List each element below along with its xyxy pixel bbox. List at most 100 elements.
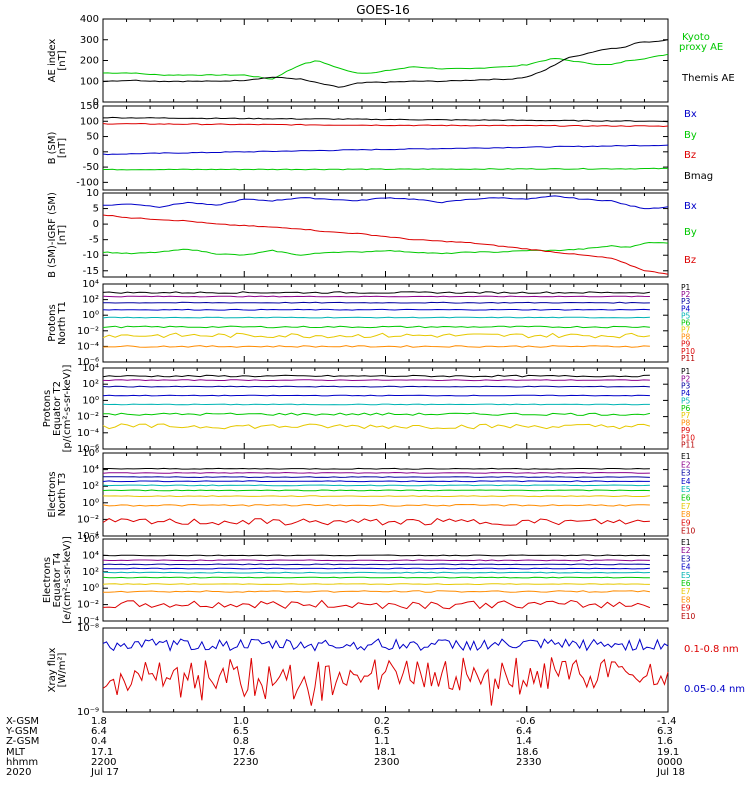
- y-axis-label: [nT]: [57, 50, 68, 70]
- x-axis-value: -0.6: [516, 716, 536, 727]
- y-tick-label: 10⁶: [82, 534, 99, 545]
- panel-frame: [102, 18, 669, 103]
- x-axis-value: 0.8: [233, 736, 249, 747]
- x-axis-row-label: X-GSM: [6, 716, 39, 727]
- panel-frame: [102, 192, 669, 278]
- y-tick-label: 10⁻²: [77, 600, 99, 611]
- x-axis-value: 6.4: [91, 726, 107, 737]
- series-line-e2: [102, 559, 650, 562]
- panel-frame: [102, 538, 669, 622]
- legend-channel-e6: E6: [681, 579, 691, 588]
- x-axis-row-label: Y-GSM: [5, 726, 38, 737]
- series-line-p1: [102, 291, 650, 294]
- x-axis-value: 1.0: [233, 716, 249, 727]
- x-axis-value: 19.1: [657, 747, 679, 758]
- panel-protons-t2: 10⁴ 10² 10⁰ 10⁻² 10⁻⁴ 10⁻⁶ Protons Equator T2 [p…: [42, 363, 695, 455]
- y-tick-label: 10⁴: [82, 550, 99, 561]
- y-axis-label: Electrons: [42, 557, 53, 603]
- y-tick-label: 50: [86, 132, 99, 143]
- y-tick-label: 100: [80, 76, 99, 87]
- legend-channel-p4: P4: [681, 389, 691, 398]
- y-axis-label: North T1: [57, 301, 68, 345]
- series-line-p6: [102, 325, 650, 329]
- legend-channel-p10: P10: [681, 433, 695, 442]
- series-line-p2: [102, 295, 650, 298]
- x-axis-value: Jul 18: [656, 767, 685, 778]
- legend-channel-e10: E10: [681, 612, 696, 621]
- y-axis-label: [nT]: [57, 225, 68, 245]
- series-line-e6: [102, 489, 650, 492]
- legend-channel-p3: P3: [681, 382, 691, 391]
- series-line-e8: [103, 590, 650, 593]
- y-tick-label: 0: [93, 147, 99, 158]
- y-axis-label: [p/(cm²-s-sr-keV)]: [62, 365, 73, 453]
- y-tick-label: 100: [80, 116, 99, 127]
- legend-channel-e7: E7: [681, 587, 691, 596]
- series-line-0-05-0-4-nm: [102, 638, 669, 652]
- series-line-e4: [102, 480, 650, 483]
- series-line-kyoto: [102, 53, 669, 80]
- series-line-p7: [102, 332, 650, 339]
- series-line-p4: [102, 394, 650, 397]
- x-axis-value: 6.5: [374, 726, 390, 737]
- legend-by: By: [684, 227, 697, 238]
- series-line-e3: [102, 563, 650, 566]
- x-axis-value: 2230: [233, 757, 258, 768]
- legend-bz: Bz: [684, 255, 696, 266]
- x-axis-value: 0.2: [374, 716, 390, 727]
- x-axis-value: 6.4: [516, 726, 532, 737]
- legend-channel-p6: P6: [681, 318, 691, 327]
- y-tick-label: -10: [83, 250, 99, 261]
- legend-channel-e3: E3: [681, 554, 691, 563]
- legend-channel-p5: P5: [681, 311, 691, 320]
- legend-channel-p8: P8: [681, 333, 691, 342]
- y-axis-label: Protons: [42, 390, 53, 427]
- y-tick-label: 10⁶: [82, 448, 99, 459]
- legend-by: By: [684, 130, 697, 141]
- y-tick-label: 10⁴: [82, 279, 99, 290]
- x-axis-row-label: 2020: [6, 767, 31, 778]
- legend-channel-p4: P4: [681, 304, 691, 313]
- panel-bsm: -100 -50 0 50 100 150 B (SM) [nT] Bx By Bz Bmag: [47, 101, 713, 191]
- series-line-bz: [102, 214, 669, 275]
- y-tick-label: 10²: [82, 481, 99, 492]
- panel-electrons-t4: 10⁶ 10⁴ 10² 10⁰ 10⁻² 10⁻⁴ Electrons Equator T4[…: [42, 534, 696, 627]
- x-axis-value: 1.8: [91, 716, 107, 727]
- x-axis-value: 0000: [657, 757, 682, 768]
- panel-xray: 10⁻⁸ 10⁻⁹ Xray flux [W/m²] 0.1-0.8 nm 0.05-0.…: [47, 623, 745, 718]
- y-tick-label: 10⁻⁴: [77, 531, 99, 542]
- series-line-by: [102, 241, 669, 256]
- series-line-p7: [102, 423, 651, 430]
- y-tick-label: 10⁴: [82, 465, 99, 476]
- y-tick-label: 10⁻⁶: [77, 444, 99, 455]
- x-axis-table: X-GSMY-GSMZ-GSMMLThhmm20201.86.40.417.12…: [5, 706, 685, 778]
- legend-channel-e9: E9: [681, 604, 691, 613]
- series-line-p3: [103, 301, 650, 304]
- y-tick-label: -50: [83, 162, 99, 173]
- y-tick-label: 0: [93, 97, 99, 108]
- series-line-e8: [102, 503, 650, 507]
- legend-bz: Bz: [684, 150, 696, 161]
- legend-channel-e5: E5: [681, 485, 691, 494]
- y-axis-label: B (SM): [47, 131, 58, 164]
- legend-channel-p8: P8: [681, 419, 691, 428]
- panel-frame: [102, 283, 669, 363]
- legend-channel-p7: P7: [681, 411, 691, 420]
- legend-channel-p9: P9: [681, 426, 691, 435]
- series-line-p1: [102, 374, 650, 378]
- legend-channel-e4: E4: [681, 563, 691, 572]
- legend-bmag: Bmag: [684, 171, 713, 182]
- y-tick-label: 10²: [82, 567, 99, 578]
- legend-bx: Bx: [684, 201, 697, 212]
- series-line-e5: [102, 484, 650, 487]
- x-axis-value: 2300: [374, 757, 399, 768]
- legend-channel-e2: E2: [681, 546, 691, 555]
- series-line-themis-ae: [102, 39, 669, 88]
- legend-channel-e10: E10: [681, 527, 696, 536]
- x-axis-value: 17.1: [91, 747, 113, 758]
- legend-channel-p10: P10: [681, 347, 695, 356]
- legend-channel-e1: E1: [681, 538, 691, 547]
- series-line-e9: [102, 599, 651, 610]
- legend-channel-p2: P2: [681, 374, 691, 383]
- y-tick-label: 10⁻²: [77, 412, 99, 423]
